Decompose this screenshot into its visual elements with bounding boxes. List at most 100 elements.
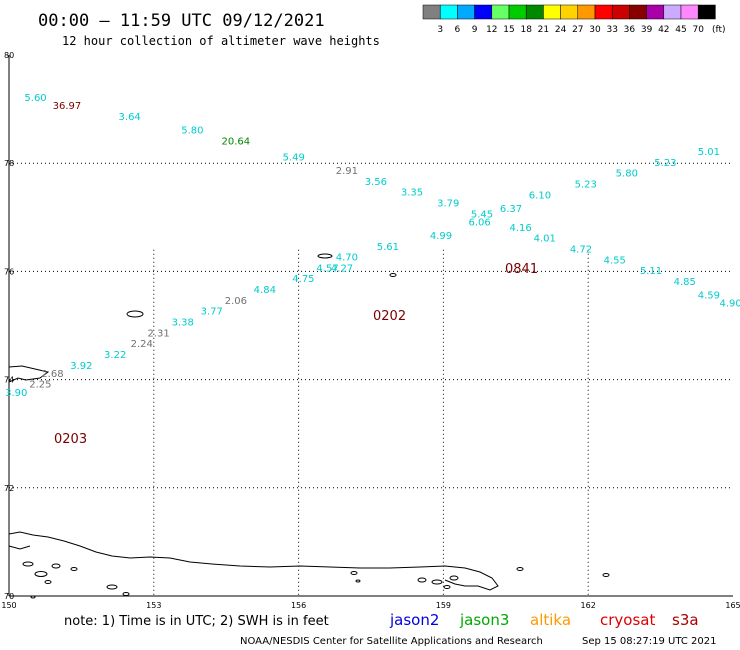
lat-tick-label: 74 bbox=[4, 376, 14, 385]
legend-tick-label: 12 bbox=[486, 25, 497, 35]
wave-height-label: 6.37 bbox=[500, 204, 522, 215]
wave-height-label: 2.68 bbox=[41, 369, 63, 380]
graticule: 150 153 156 159 162 165 80 78 76 74 72 70 bbox=[1, 51, 740, 610]
lon-tick-label: 150 bbox=[1, 601, 16, 610]
legend-tick-label: 9 bbox=[472, 25, 478, 35]
lat-tick-label: 78 bbox=[4, 159, 14, 168]
wave-height-label: 4.99 bbox=[430, 231, 452, 242]
wave-height-label: 6.06 bbox=[468, 217, 490, 228]
footer-credit: NOAA/NESDIS Center for Satellite Applica… bbox=[240, 636, 543, 647]
wave-height-label: 5.49 bbox=[283, 152, 305, 163]
lat-tick-label: 70 bbox=[4, 592, 14, 601]
wave-height-label: 4.75 bbox=[292, 274, 314, 285]
wave-height-label: 3.38 bbox=[172, 318, 194, 329]
legend-swatch bbox=[491, 4, 510, 20]
pass-time-0841: 0841 bbox=[505, 262, 538, 277]
sat-altika: altika bbox=[530, 611, 571, 629]
wave-height-label: 5.23 bbox=[654, 158, 676, 169]
lon-tick-label: 153 bbox=[146, 601, 161, 610]
wave-height-label: 4.85 bbox=[674, 277, 696, 288]
wave-height-label: 4.70 bbox=[336, 253, 358, 264]
legend-tick-label: 33 bbox=[606, 25, 617, 35]
lon-tick-label: 162 bbox=[581, 601, 596, 610]
wave-height-label: 2.31 bbox=[147, 328, 169, 339]
pass-time-0202: 0202 bbox=[373, 309, 406, 324]
wave-height-label: 3.90 bbox=[5, 388, 27, 399]
footer-timestamp: Sep 15 08:27:19 UTC 2021 bbox=[582, 636, 716, 647]
wave-height-label: 4.57 bbox=[316, 263, 338, 274]
legend-swatch bbox=[697, 4, 716, 20]
map-title: 00:00 – 11:59 UTC 09/12/2021 bbox=[38, 11, 325, 31]
legend-swatch bbox=[646, 4, 665, 20]
legend-swatch bbox=[577, 4, 596, 20]
wave-height-label: 4.16 bbox=[509, 223, 531, 234]
color-legend: 3 6 9 12 15 18 21 24 27 30 33 36 39 42 45 70 bbox=[422, 4, 716, 35]
legend-swatch bbox=[594, 4, 613, 20]
wave-height-label: 2.25 bbox=[29, 380, 51, 391]
legend-tick-label: 24 bbox=[555, 25, 567, 35]
wave-height-label: 4.90 bbox=[719, 299, 740, 310]
wave-height-label: 4.27 bbox=[331, 263, 353, 274]
legend-tick-label: 36 bbox=[624, 25, 636, 35]
wave-height-label: 5.01 bbox=[698, 147, 720, 158]
wave-height-label: 5.60 bbox=[24, 93, 46, 104]
lat-tick-label: 76 bbox=[4, 267, 14, 276]
sat-s3a: s3a bbox=[672, 611, 699, 629]
sat-cryosat: cryosat bbox=[600, 611, 655, 629]
wave-height-label: 3.22 bbox=[104, 350, 126, 361]
wave-height-label: 5.80 bbox=[616, 169, 638, 180]
wave-height-label: 4.59 bbox=[698, 290, 720, 301]
legend-swatch bbox=[439, 4, 458, 20]
legend-tick-label: 21 bbox=[538, 25, 549, 35]
legend-tick-label: 27 bbox=[572, 25, 583, 35]
wave-height-label: 3.56 bbox=[365, 177, 387, 188]
wave-height-label: 5.61 bbox=[377, 242, 399, 253]
legend-tick-label: 42 bbox=[658, 25, 669, 35]
wave-height-label: 2.06 bbox=[225, 296, 247, 307]
legend-swatch bbox=[543, 4, 561, 20]
wave-height-label: 20.64 bbox=[222, 136, 251, 147]
wave-height-label: 3.79 bbox=[437, 198, 459, 209]
legend-swatch bbox=[560, 4, 579, 20]
sat-jason3: jason3 bbox=[459, 611, 509, 629]
wave-height-label: 2.24 bbox=[131, 339, 153, 350]
legend-swatch bbox=[629, 4, 647, 20]
footer-note: note: 1) Time is in UTC; 2) SWH is in fe… bbox=[64, 614, 329, 629]
pass-time-0203: 0203 bbox=[54, 432, 87, 447]
lon-tick-label: 159 bbox=[436, 601, 451, 610]
wave-height-label: 3.64 bbox=[119, 112, 141, 123]
legend-unit: (ft) bbox=[712, 25, 726, 35]
lat-tick-label: 80 bbox=[4, 51, 14, 60]
legend-swatch bbox=[680, 4, 699, 20]
lon-tick-label: 165 bbox=[725, 601, 740, 610]
wave-height-label: 3.92 bbox=[70, 361, 92, 372]
wave-height-label: 5.11 bbox=[640, 266, 662, 277]
legend-swatch bbox=[508, 4, 527, 20]
legend-swatch bbox=[422, 4, 441, 20]
legend-swatch bbox=[457, 4, 475, 20]
wave-height-label: 6.10 bbox=[529, 190, 551, 201]
legend-tick-label: 30 bbox=[589, 25, 601, 35]
wave-height-label: 3.35 bbox=[401, 188, 423, 199]
wave-height-label: 4.55 bbox=[604, 255, 626, 266]
legend-tick-label: 70 bbox=[692, 25, 704, 35]
lat-tick-label: 72 bbox=[4, 484, 14, 493]
legend-tick-label: 6 bbox=[455, 25, 461, 35]
legend-tick-label: 3 bbox=[437, 25, 443, 35]
legend-swatch bbox=[611, 4, 630, 20]
wave-height-label: 2.91 bbox=[336, 166, 358, 177]
sat-jason2: jason2 bbox=[389, 611, 439, 629]
wave-height-label: 5.45 bbox=[471, 209, 493, 220]
wave-height-label: 4.84 bbox=[254, 285, 276, 296]
wave-height-label: 3.77 bbox=[201, 307, 223, 318]
wave-height-label: 5.23 bbox=[575, 180, 597, 191]
wave-height-label: 4.72 bbox=[570, 244, 592, 255]
lon-tick-label: 156 bbox=[291, 601, 306, 610]
map-subtitle: 12 hour collection of altimeter wave hei… bbox=[62, 34, 380, 48]
wave-height-label: 4.01 bbox=[534, 234, 556, 245]
wave-height-label: 5.80 bbox=[181, 125, 203, 136]
legend-swatch bbox=[474, 4, 493, 20]
legend-swatch bbox=[525, 4, 544, 20]
legend-swatch bbox=[663, 4, 682, 20]
